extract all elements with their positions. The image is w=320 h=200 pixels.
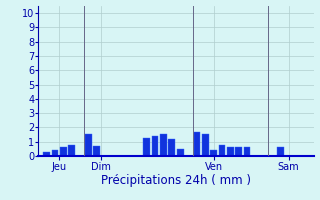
Bar (143, 138, 150, 156)
Bar (202, 134, 209, 156)
Bar (194, 132, 200, 156)
Bar (68, 145, 75, 156)
Bar (169, 139, 175, 156)
Bar (152, 136, 158, 156)
Bar (60, 147, 67, 156)
Bar (210, 150, 217, 156)
Bar (235, 147, 242, 156)
X-axis label: Précipitations 24h ( mm ): Précipitations 24h ( mm ) (101, 174, 251, 187)
Bar (160, 134, 167, 156)
Bar (177, 149, 183, 156)
Bar (227, 147, 234, 156)
Bar (219, 145, 225, 156)
Bar (52, 150, 59, 156)
Bar (244, 147, 250, 156)
Bar (93, 146, 100, 156)
Bar (277, 147, 284, 156)
Bar (44, 152, 50, 156)
Bar (85, 134, 92, 156)
